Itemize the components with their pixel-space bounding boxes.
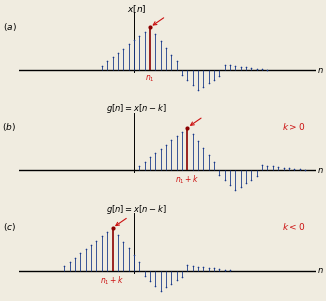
Text: $(c)$: $(c)$ — [3, 222, 16, 234]
Text: $n_1 + k$: $n_1 + k$ — [100, 274, 125, 287]
Text: $(b)$: $(b)$ — [2, 121, 16, 133]
Text: $n$: $n$ — [317, 266, 323, 275]
Text: $x[n]$: $x[n]$ — [127, 3, 146, 15]
Text: $g[n] = x[n-k]$: $g[n] = x[n-k]$ — [106, 102, 167, 115]
Text: $n_1$: $n_1$ — [145, 73, 155, 84]
Text: $k > 0$: $k > 0$ — [282, 121, 305, 132]
Text: $n$: $n$ — [317, 166, 323, 175]
Text: $k < 0$: $k < 0$ — [282, 222, 305, 232]
Text: $n$: $n$ — [317, 66, 323, 75]
Text: $(a)$: $(a)$ — [3, 21, 16, 33]
Text: $g[n] = x[n-k]$: $g[n] = x[n-k]$ — [106, 203, 167, 216]
Text: $n_1 + k$: $n_1 + k$ — [175, 174, 200, 186]
